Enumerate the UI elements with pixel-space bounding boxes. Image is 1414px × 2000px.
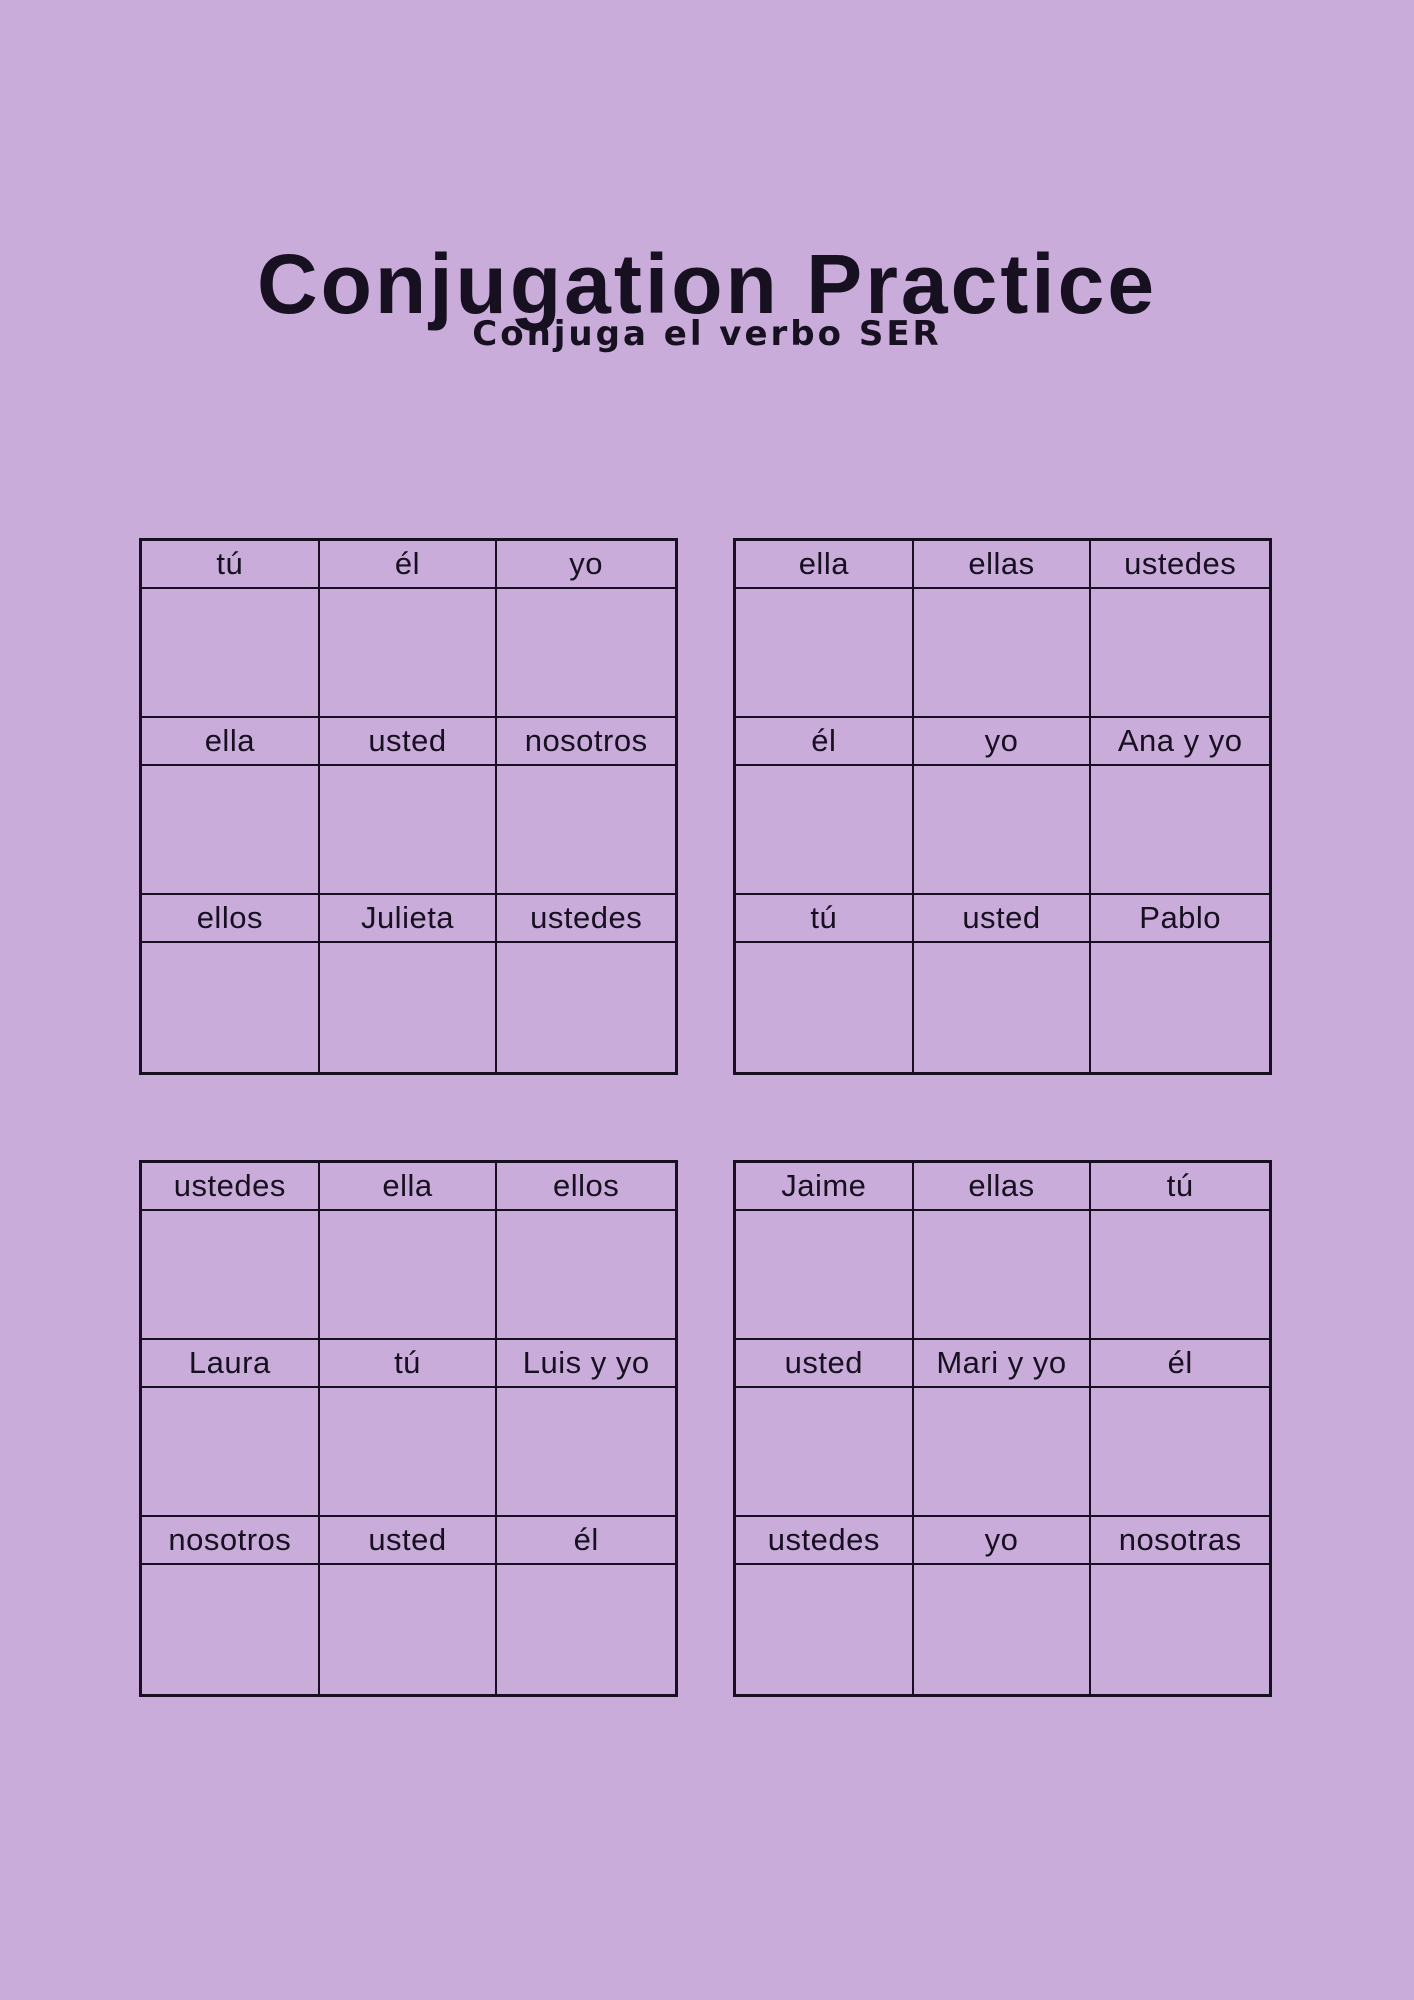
person-label-cell: ellos [142, 895, 320, 943]
answer-cell[interactable] [497, 1388, 675, 1517]
person-label-cell: nosotras [1091, 1517, 1269, 1565]
person-label-cell: usted [319, 718, 498, 766]
answer-cell[interactable] [320, 1565, 498, 1694]
person-label-cell: ustedes [736, 1517, 914, 1565]
answer-cell[interactable] [142, 1211, 320, 1340]
answer-cell[interactable] [1091, 1388, 1269, 1517]
answer-cell[interactable] [736, 1565, 914, 1694]
answer-cell[interactable] [736, 766, 914, 895]
person-label-cell: ustedes [497, 895, 675, 943]
person-label-cell: usted [736, 1340, 914, 1388]
answer-cell[interactable] [736, 589, 914, 718]
person-label-cell: ella [319, 1163, 498, 1211]
page-subtitle: Conjuga el verbo SER [472, 314, 942, 354]
answer-cell[interactable] [320, 943, 498, 1072]
conjugation-table-1: tú él yo ella usted nosotros ellos Julie… [139, 538, 678, 1075]
person-label-cell: tú [736, 895, 914, 943]
answer-cell[interactable] [142, 589, 320, 718]
person-label-cell: Mari y yo [913, 1340, 1092, 1388]
person-label-cell: nosotros [497, 718, 675, 766]
answer-cell[interactable] [497, 589, 675, 718]
answer-cell[interactable] [497, 1211, 675, 1340]
person-label-cell: usted [319, 1517, 498, 1565]
person-label-cell: ustedes [1091, 541, 1269, 589]
person-label-cell: él [497, 1517, 675, 1565]
person-label-cell: Julieta [319, 895, 498, 943]
person-label-cell: yo [497, 541, 675, 589]
person-label-cell: él [736, 718, 914, 766]
person-label-cell: ellas [913, 541, 1092, 589]
person-label-cell: usted [913, 895, 1092, 943]
answer-cell[interactable] [736, 1211, 914, 1340]
person-label-cell: ellos [497, 1163, 675, 1211]
answer-cell[interactable] [1091, 1211, 1269, 1340]
conjugation-table-2: ella ellas ustedes él yo Ana y yo tú ust… [733, 538, 1272, 1075]
person-label-cell: ella [736, 541, 914, 589]
answer-cell[interactable] [142, 1388, 320, 1517]
person-label-cell: tú [142, 541, 320, 589]
person-label-cell: tú [319, 1340, 498, 1388]
conjugation-table-4: Jaime ellas tú usted Mari y yo él ustede… [733, 1160, 1272, 1697]
person-label-cell: Laura [142, 1340, 320, 1388]
answer-cell[interactable] [1091, 766, 1269, 895]
page-title: Conjugation Practice [256, 237, 1158, 332]
conjugation-table-3: ustedes ella ellos Laura tú Luis y yo no… [139, 1160, 678, 1697]
answer-cell[interactable] [497, 1565, 675, 1694]
answer-cell[interactable] [914, 1565, 1092, 1694]
answer-cell[interactable] [913, 1388, 1092, 1517]
answer-cell[interactable] [497, 943, 675, 1072]
answer-cell[interactable] [914, 943, 1092, 1072]
person-label-cell: Ana y yo [1091, 718, 1269, 766]
answer-cell[interactable] [319, 589, 498, 718]
answer-cell[interactable] [142, 766, 320, 895]
person-label-cell: tú [1091, 1163, 1269, 1211]
person-label-cell: él [1091, 1340, 1269, 1388]
answer-cell[interactable] [1091, 1565, 1269, 1694]
answer-cell[interactable] [736, 943, 914, 1072]
answer-cell[interactable] [142, 943, 320, 1072]
person-label-cell: Pablo [1091, 895, 1269, 943]
answer-cell[interactable] [913, 766, 1092, 895]
person-label-cell: Luis y yo [497, 1340, 675, 1388]
answer-cell[interactable] [1091, 943, 1269, 1072]
person-label-cell: Jaime [736, 1163, 914, 1211]
answer-cell[interactable] [319, 1388, 498, 1517]
person-label-cell: ellas [913, 1163, 1092, 1211]
answer-cell[interactable] [319, 766, 498, 895]
person-label-cell: él [319, 541, 498, 589]
answer-cell[interactable] [736, 1388, 914, 1517]
answer-cell[interactable] [913, 1211, 1092, 1340]
answer-cell[interactable] [319, 1211, 498, 1340]
person-label-cell: nosotros [142, 1517, 320, 1565]
person-label-cell: yo [913, 1517, 1092, 1565]
answer-cell[interactable] [497, 766, 675, 895]
answer-cell[interactable] [142, 1565, 320, 1694]
answer-cell[interactable] [1091, 589, 1269, 718]
answer-cell[interactable] [913, 589, 1092, 718]
person-label-cell: ella [142, 718, 320, 766]
person-label-cell: ustedes [142, 1163, 320, 1211]
person-label-cell: yo [913, 718, 1092, 766]
